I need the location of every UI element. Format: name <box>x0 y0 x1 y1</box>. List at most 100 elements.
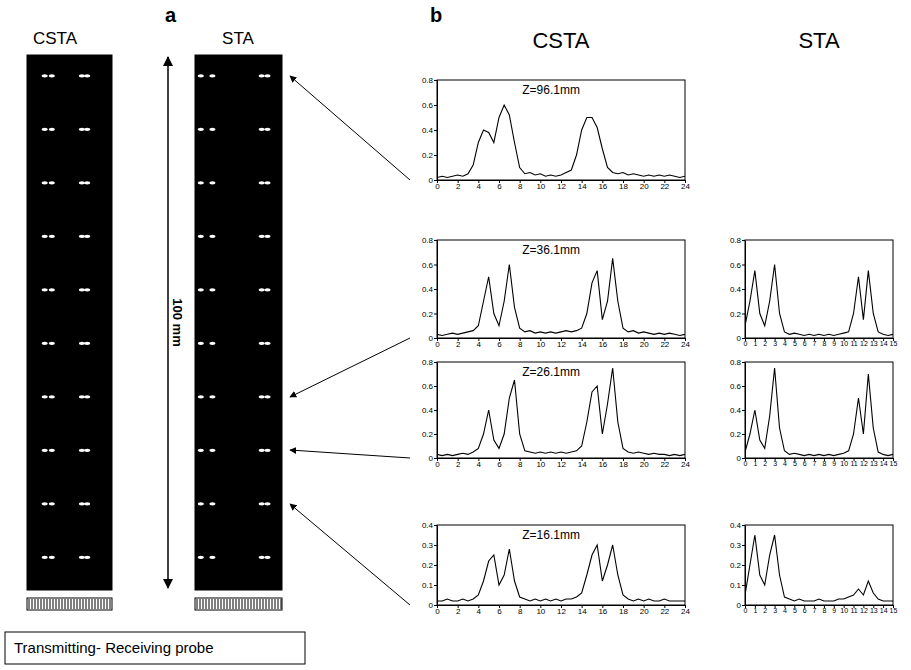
probe-label: Transmitting- Receiving probe <box>14 639 214 656</box>
x-tick: 22 <box>660 180 669 191</box>
x-tick-label: 18 <box>619 460 628 469</box>
y-tick-mark <box>434 545 437 546</box>
y-tick-mark <box>434 155 437 156</box>
y-tick-mark <box>434 434 437 435</box>
marks <box>437 258 685 335</box>
y-tick-mark <box>434 265 437 266</box>
probe-element <box>236 599 237 609</box>
x-tick-label: 2 <box>456 182 461 191</box>
x-tick-label: 10 <box>536 182 545 191</box>
target-point <box>198 502 204 505</box>
x-tick-label: 6 <box>803 460 807 467</box>
x-tick: 10 <box>536 338 545 349</box>
x-tick: 22 <box>660 605 669 616</box>
target-point <box>84 288 90 291</box>
probe-element <box>101 599 102 609</box>
y-tick: 0.2 <box>422 310 437 319</box>
probe-element <box>203 599 204 609</box>
y-axis: 00.20.40.60.8 <box>422 236 438 343</box>
probe-element <box>35 599 36 609</box>
x-tick: 12 <box>557 458 566 469</box>
marks <box>198 74 271 559</box>
target-point <box>84 128 90 131</box>
x-tick-label: 20 <box>640 460 649 469</box>
y-tick-label: 0.2 <box>730 561 742 570</box>
x-tick-label: 8 <box>518 460 523 469</box>
probe-element <box>263 599 264 609</box>
y-tick: 0.6 <box>730 261 745 270</box>
y-tick-mark <box>434 180 437 181</box>
probe-element <box>209 599 210 609</box>
y-tick-mark <box>742 434 745 435</box>
y-tick: 0 <box>737 601 745 610</box>
y-tick-mark <box>742 525 745 526</box>
x-tick-label: 12 <box>557 460 566 469</box>
x-tick: 16 <box>598 180 607 191</box>
y-tick-label: 0 <box>429 601 434 610</box>
x-tick: 15 <box>890 605 898 614</box>
pointer-arrow <box>290 504 410 605</box>
x-tick-label: 4 <box>783 460 787 467</box>
probe-element <box>29 599 30 609</box>
x-tick-label: 9 <box>832 340 836 347</box>
y-tick-label: 0.4 <box>422 126 434 135</box>
x-tick: 2 <box>763 458 767 467</box>
y-tick-label: 0.6 <box>422 101 434 110</box>
target-point <box>209 181 215 184</box>
x-tick-label: 12 <box>860 460 868 467</box>
x-tick: 6 <box>497 605 502 616</box>
x-tick: 20 <box>640 338 649 349</box>
target-point <box>259 449 265 452</box>
y-tick: 0.3 <box>730 541 745 550</box>
x-tick: 16 <box>598 605 607 616</box>
x-tick: 4 <box>477 180 482 191</box>
probe-element <box>53 599 54 609</box>
target-point <box>42 395 48 398</box>
target-point <box>79 235 85 238</box>
x-tick-label: 0 <box>744 607 748 614</box>
pointer-arrow <box>290 76 410 180</box>
x-tick-label: 6 <box>803 340 807 347</box>
y-tick: 0 <box>737 334 745 343</box>
target-point <box>42 288 48 291</box>
y-axis: 00.10.20.30.4 <box>730 521 746 610</box>
x-tick: 11 <box>850 605 857 614</box>
x-tick-label: 16 <box>598 340 607 349</box>
x-tick: 3 <box>773 605 777 614</box>
chart: 02468101214161820222400.10.20.30.4Z=16.1… <box>290 504 690 616</box>
probe-element <box>248 599 249 609</box>
x-tick: 4 <box>477 458 482 469</box>
x-tick: 0 <box>435 605 440 616</box>
y-tick-label: 0.4 <box>422 521 434 530</box>
probe-element <box>221 599 222 609</box>
x-tick: 14 <box>880 605 888 614</box>
x-tick-label: 15 <box>890 460 898 467</box>
x-tick-label: 2 <box>456 607 461 616</box>
x-tick-label: 10 <box>536 460 545 469</box>
y-tick: 0.8 <box>730 236 745 245</box>
target-point <box>42 181 48 184</box>
target-point <box>84 502 90 505</box>
y-axis: 00.20.40.60.8 <box>730 236 746 343</box>
x-tick: 7 <box>813 458 817 467</box>
probe-bar <box>27 598 112 610</box>
y-tick-mark <box>434 105 437 106</box>
target-point <box>79 556 85 559</box>
x-tick: 6 <box>803 338 807 347</box>
y-tick-mark <box>742 386 745 387</box>
x-tick-label: 13 <box>870 340 878 347</box>
target-point <box>42 556 48 559</box>
target-point <box>209 449 215 452</box>
target-point <box>198 288 204 291</box>
probe-element <box>59 599 60 609</box>
x-tick: 12 <box>860 338 868 347</box>
x-tick-label: 20 <box>640 340 649 349</box>
depth-label: Z=26.1mm <box>522 365 580 379</box>
x-tick: 13 <box>870 458 878 467</box>
y-tick: 0 <box>737 454 745 463</box>
x-tick: 6 <box>497 458 502 469</box>
y-tick: 0.2 <box>730 430 745 439</box>
y-tick: 0.4 <box>730 521 745 530</box>
marks <box>437 105 685 178</box>
y-tick-label: 0.4 <box>730 406 742 415</box>
